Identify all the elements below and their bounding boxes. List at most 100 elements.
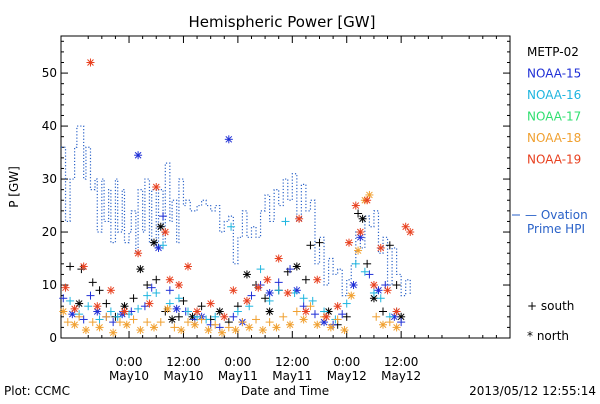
point-noaa-18 (163, 304, 172, 313)
point-noaa-15 (374, 286, 383, 295)
point-noaa-15 (397, 318, 406, 327)
point-metp-02 (129, 294, 138, 303)
legend-entry-noaa-18: NOAA-18 (527, 131, 581, 145)
point-noaa-18 (136, 326, 145, 335)
legend-entry-noaa-15: NOAA-15 (527, 67, 581, 81)
point-noaa-16 (299, 294, 308, 303)
x-tick-date-label: May10 (109, 369, 149, 383)
point-noaa-19 (93, 302, 102, 311)
point-metp-02 (306, 241, 315, 250)
point-noaa-18 (313, 320, 322, 329)
point-noaa-19 (406, 228, 415, 237)
point-noaa-19 (183, 262, 192, 271)
plot-area (60, 35, 511, 339)
point-noaa-16 (84, 302, 93, 311)
point-noaa-18 (170, 323, 179, 332)
point-noaa-18 (279, 312, 288, 321)
point-noaa-16 (274, 286, 283, 295)
chart-title: Hemispheric Power [GW] (189, 13, 376, 31)
point-metp-02 (385, 241, 394, 250)
point-noaa-19 (134, 249, 143, 258)
point-noaa-18 (218, 328, 227, 337)
point-metp-02 (379, 307, 388, 316)
y-tick-label: 20 (42, 225, 57, 239)
point-noaa-16 (211, 312, 220, 321)
point-noaa-19 (206, 299, 215, 308)
x-tick-date-label: May10 (163, 369, 203, 383)
point-metp-02 (149, 238, 158, 247)
point-metp-02 (292, 262, 301, 271)
point-noaa-18 (109, 328, 118, 337)
point-noaa-15 (86, 291, 95, 300)
point-metp-02 (75, 299, 84, 308)
point-noaa-18 (245, 323, 254, 332)
point-noaa-16 (233, 307, 242, 316)
point-noaa-19 (376, 243, 385, 252)
point-metp-02 (369, 294, 378, 303)
point-noaa-15 (274, 278, 283, 287)
point-metp-02 (342, 312, 351, 321)
point-noaa-18 (286, 320, 295, 329)
y-tick-label: 30 (42, 172, 57, 186)
point-metp-02 (102, 299, 111, 308)
point-noaa-15 (159, 212, 168, 221)
point-noaa-19 (313, 275, 322, 284)
legend: METP-02 NOAA-15 NOAA-16 NOAA-17 NOAA-18 NOAA-… (512, 45, 588, 343)
y-tick-label: 10 (42, 278, 57, 292)
x-tick-time-label: 0:00 (333, 355, 360, 369)
point-noaa-18 (379, 320, 388, 329)
point-noaa-19 (106, 286, 115, 295)
point-noaa-18 (265, 318, 274, 327)
point-noaa-19 (322, 312, 331, 321)
point-noaa-19 (356, 228, 365, 237)
point-metp-02 (215, 307, 224, 316)
point-metp-02 (152, 275, 161, 284)
point-noaa-18 (143, 318, 152, 327)
point-metp-02 (168, 315, 177, 324)
point-noaa-19 (263, 275, 272, 284)
point-noaa-18 (211, 320, 220, 329)
x-tick-time-label: 12:00 (384, 355, 419, 369)
point-noaa-18 (59, 307, 68, 316)
point-noaa-18 (129, 315, 138, 324)
point-metp-02 (242, 270, 251, 279)
x-tick-time-label: 0:00 (116, 355, 143, 369)
point-metp-02 (179, 296, 188, 305)
point-noaa-15 (365, 270, 374, 279)
legend-ovation-label: — Ovation (525, 208, 588, 222)
point-noaa-19 (165, 275, 174, 284)
plot-border (60, 35, 511, 339)
point-noaa-19 (283, 288, 292, 297)
point-noaa-19 (220, 312, 229, 321)
point-noaa-18 (292, 307, 301, 316)
point-noaa-15 (310, 310, 319, 319)
legend-entry-noaa-16: NOAA-16 (527, 88, 581, 102)
point-noaa-18 (197, 315, 206, 324)
point-noaa-15 (349, 281, 358, 290)
point-noaa-19 (254, 283, 263, 292)
point-noaa-15 (154, 243, 163, 252)
point-noaa-18 (224, 323, 233, 332)
point-metp-02 (88, 278, 97, 287)
x-tick-date-label: May11 (218, 369, 258, 383)
x-tick-date-label: May12 (381, 369, 421, 383)
point-metp-02 (136, 265, 145, 274)
point-metp-02 (174, 312, 183, 321)
legend-entry-noaa-17: NOAA-17 (527, 110, 581, 124)
point-noaa-15 (224, 135, 233, 144)
footer-timestamp: 2013/05/12 12:55:14 (469, 384, 596, 398)
y-axis-label: P [GW] (7, 166, 21, 208)
point-noaa-15 (338, 310, 347, 319)
point-noaa-19 (274, 254, 283, 263)
point-noaa-19 (333, 302, 342, 311)
point-noaa-16 (265, 296, 274, 305)
point-metp-02 (261, 294, 270, 303)
point-noaa-18 (88, 318, 97, 327)
point-noaa-18 (102, 312, 111, 321)
point-noaa-18 (306, 302, 315, 311)
point-noaa-18 (372, 312, 381, 321)
point-noaa-19 (86, 58, 95, 67)
point-noaa-18 (326, 323, 335, 332)
